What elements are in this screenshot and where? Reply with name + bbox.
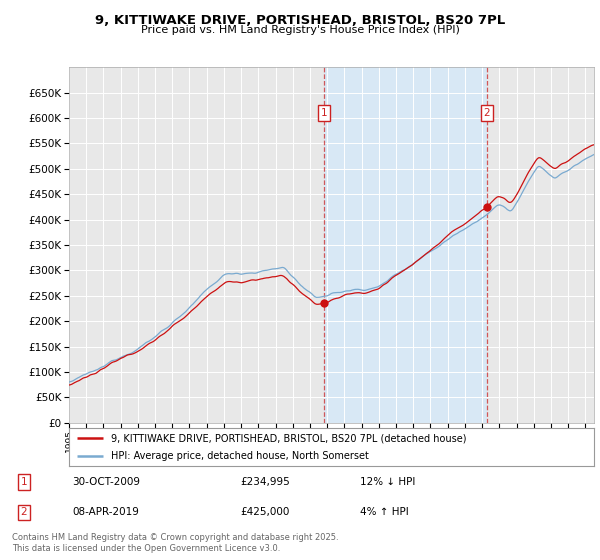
Text: 1: 1 [321, 108, 328, 118]
Text: £425,000: £425,000 [240, 507, 289, 517]
Text: 2: 2 [484, 108, 490, 118]
Text: 08-APR-2019: 08-APR-2019 [72, 507, 139, 517]
Text: 30-OCT-2009: 30-OCT-2009 [72, 477, 140, 487]
Text: Contains HM Land Registry data © Crown copyright and database right 2025.
This d: Contains HM Land Registry data © Crown c… [12, 533, 338, 553]
Text: £234,995: £234,995 [240, 477, 290, 487]
Bar [324, 67, 487, 423]
Text: 4% ↑ HPI: 4% ↑ HPI [360, 507, 409, 517]
Text: 1: 1 [20, 477, 28, 487]
Text: 12% ↓ HPI: 12% ↓ HPI [360, 477, 415, 487]
Text: 9, KITTIWAKE DRIVE, PORTISHEAD, BRISTOL, BS20 7PL: 9, KITTIWAKE DRIVE, PORTISHEAD, BRISTOL,… [95, 14, 505, 27]
Text: HPI: Average price, detached house, North Somerset: HPI: Average price, detached house, Nort… [111, 451, 369, 461]
Text: 2: 2 [20, 507, 28, 517]
Text: Price paid vs. HM Land Registry's House Price Index (HPI): Price paid vs. HM Land Registry's House … [140, 25, 460, 35]
Text: 9, KITTIWAKE DRIVE, PORTISHEAD, BRISTOL, BS20 7PL (detached house): 9, KITTIWAKE DRIVE, PORTISHEAD, BRISTOL,… [111, 433, 467, 443]
